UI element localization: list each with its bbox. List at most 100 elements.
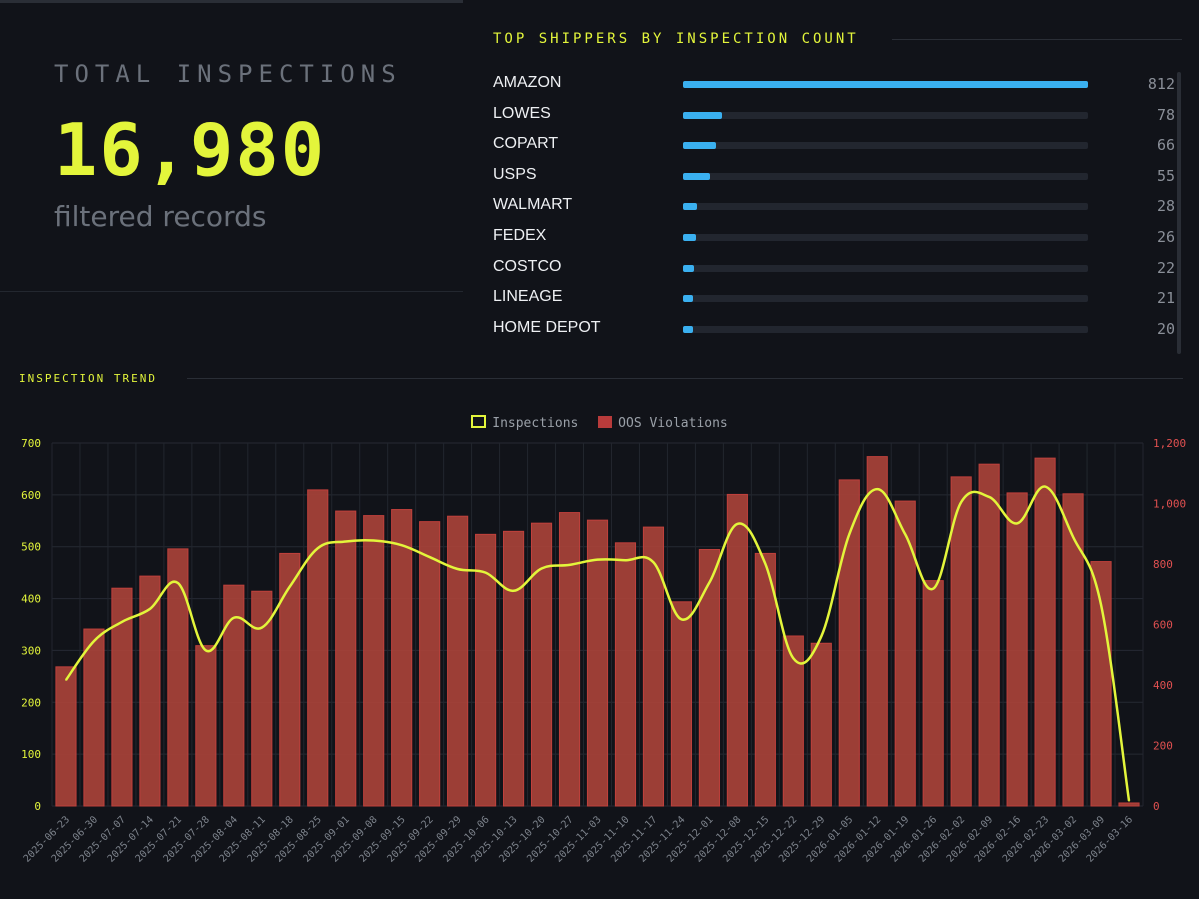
top-divider [0,0,463,3]
oos-bar [558,512,581,807]
inspections-point [624,559,627,561]
shipper-name: WALMART [493,196,573,214]
shipper-bar-track [683,81,1088,88]
shipper-bar-fill [683,142,716,150]
shipper-row[interactable]: LOWES 78 [493,101,1183,132]
x-tick-label: 2025-09-15 [357,814,407,864]
y-right-tick-label: 1,000 [1153,498,1186,511]
shipper-row[interactable]: USPS 55 [493,162,1183,193]
x-tick-label: 2025-09-08 [329,814,379,864]
shipper-name: HOME DEPOT [493,318,601,336]
legend-inspections[interactable]: Inspections [471,415,578,431]
x-tick-label: 2025-06-23 [22,814,72,864]
y-right-tick-label: 1,200 [1153,437,1186,450]
y-left-tick-label: 0 [34,800,41,813]
x-tick-label: 2026-02-09 [945,814,995,864]
inspections-point [1072,536,1074,538]
x-tick-label: 2026-02-23 [1001,814,1051,864]
inspections-point [568,564,571,566]
x-tick-label: 2026-01-19 [861,814,911,864]
oos-bar [978,463,1000,807]
shipper-bar-track [683,325,1088,333]
legend-oos[interactable]: OOS Violations [598,416,728,431]
inspections-point [65,679,67,681]
x-tick-label: 2025-11-24 [637,814,687,864]
y-left-tick-label: 500 [21,541,41,554]
oos-bar [838,479,860,807]
oos-bar [419,521,441,807]
shipper-name: LINEAGE [493,288,563,306]
oos-bar [530,522,553,807]
shipper-row[interactable]: FEDEX 26 [493,223,1183,254]
oos-bar [307,489,329,807]
shipper-row[interactable]: COSTCO 22 [493,254,1183,285]
shipper-bar-fill [683,295,694,303]
shipper-name: COSTCO [493,257,562,275]
shipper-bar-track [683,172,1088,180]
inspections-point [820,635,823,638]
oos-bar [1118,802,1140,807]
x-tick-label: 2025-08-04 [190,814,240,864]
shipper-row[interactable]: WALMART 28 [493,192,1183,223]
inspections-point [652,561,655,564]
inspections-point [428,556,431,558]
oos-bar [754,552,776,807]
kpi-subtitle: filtered records [54,200,267,233]
oos-bar [586,519,609,807]
x-tick-label: 2025-10-20 [497,814,547,864]
inspections-point [456,568,459,570]
inspections-point [1044,485,1046,488]
inspections-point [540,567,543,570]
shipper-row[interactable]: LINEAGE 21 [493,284,1183,315]
x-tick-label: 2025-11-10 [581,814,631,864]
oos-bar [698,548,720,807]
shipper-count: 78 [1156,105,1175,124]
shipper-row[interactable]: HOME DEPOT 20 [493,315,1183,346]
inspections-point [484,571,487,574]
shipper-bar-track [683,111,1088,119]
x-tick-label: 2025-10-13 [469,814,519,864]
inspections-point [1016,522,1018,525]
shipper-bar-track [683,264,1088,272]
oos-bar [83,628,105,807]
shippers-title: TOP SHIPPERS BY INSPECTION COUNT [493,31,859,47]
oos-bar [251,590,273,807]
kpi-label: TOTAL INSPECTIONS [54,60,402,88]
inspections-point [764,563,767,565]
kpi-value: 16,980 [54,108,327,192]
inspections-point [372,539,375,542]
y-right-tick-label: 400 [1153,679,1173,692]
shipper-count: 22 [1156,258,1175,277]
oos-bar [810,642,832,807]
shipper-bar-fill [683,81,1088,88]
oos-bar [335,510,357,807]
x-tick-label: 2026-02-02 [917,814,967,864]
y-left-tick-label: 600 [21,489,41,502]
shipper-name: AMAZON [493,74,562,91]
x-tick-label: 2026-03-16 [1085,814,1135,864]
shipper-name: USPS [493,165,537,183]
oos-bar [1062,493,1084,807]
x-tick-label: 2025-07-28 [162,814,212,864]
x-tick-label: 2025-07-14 [106,814,156,864]
oos-bar [279,552,301,807]
inspections-line [64,485,1131,801]
y-left-tick-label: 700 [21,437,41,450]
shipper-row[interactable]: AMAZON 812 [493,70,1183,101]
x-tick-label: 2025-07-21 [134,814,184,864]
shippers-list[interactable]: AMAZON 812 LOWES 78 COPART 66 USPS 55 WALMART 28 F… [493,70,1183,352]
oos-bar [726,493,748,807]
oos-bar [223,584,245,807]
shippers-scrollbar[interactable] [1177,72,1181,354]
x-tick-label: 2026-01-12 [833,814,883,864]
x-tick-label: 2025-07-07 [78,814,128,864]
shipper-bar-track [683,203,1088,211]
trend-title: INSPECTION TREND [19,372,157,385]
shipper-row[interactable]: COPART 66 [493,131,1183,162]
inspections-point [1100,603,1102,606]
legend-oos-label: OOS Violations [618,416,728,431]
shipper-name: LOWES [493,104,551,122]
shipper-bar-fill [683,264,694,272]
inspections-point [344,540,347,543]
oos-bar [866,456,888,807]
